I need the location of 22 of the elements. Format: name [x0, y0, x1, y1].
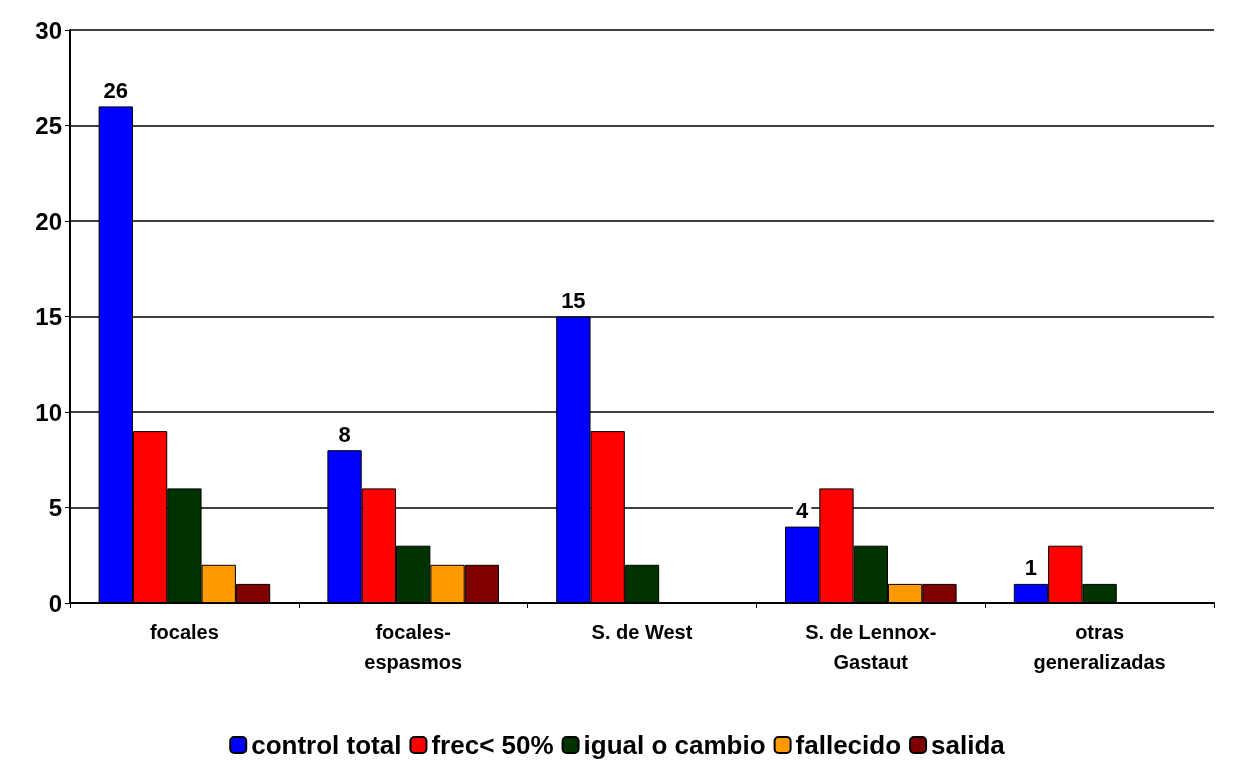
data-label: 26 — [103, 77, 128, 103]
legend-label: frec< 50% — [431, 730, 554, 760]
legend-label: control total — [251, 730, 402, 760]
legend-label: fallecido — [795, 730, 902, 760]
legend-label: salida — [931, 730, 1006, 760]
data-label: 4 — [796, 498, 810, 524]
y-tick-label: 20 — [35, 207, 62, 235]
x-tick-label: otras generalizadas — [1033, 621, 1166, 673]
x-tick-label: S. de West — [591, 621, 693, 643]
data-label: 1 — [1024, 555, 1038, 581]
x-tick-label: focales-espasmos — [364, 621, 463, 673]
x-tick-label: focales — [149, 621, 219, 643]
y-tick-label: 30 — [35, 16, 62, 44]
legend-label: igual o cambio — [583, 730, 766, 760]
y-tick-label: 25 — [35, 112, 62, 139]
y-tick-label: 0 — [48, 589, 62, 617]
data-label: 8 — [338, 421, 351, 447]
y-tick-label: 10 — [35, 398, 62, 426]
y-tick-label: 15 — [35, 303, 62, 330]
y-tick-label: 5 — [48, 494, 62, 521]
x-tick-label: S. de Lennox-Gastaut — [805, 621, 937, 673]
data-label: 15 — [561, 288, 586, 313]
